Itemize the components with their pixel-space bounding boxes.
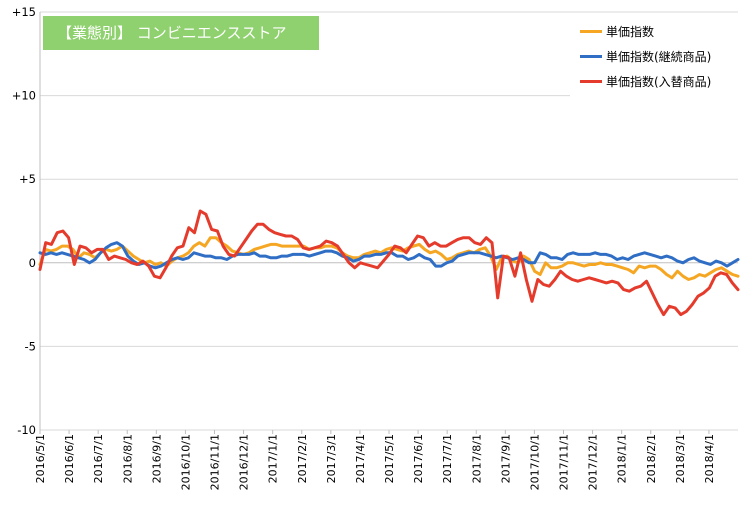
legend-label: 単価指数(入替商品) — [606, 74, 712, 89]
x-tick-label: 2016/7/1 — [92, 434, 105, 483]
x-tick-label: 2017/8/1 — [470, 434, 483, 483]
x-tick-label: 2016/6/1 — [63, 434, 76, 483]
x-tick-label: 2018/1/1 — [616, 434, 629, 483]
x-tick-label: 2017/12/1 — [587, 434, 600, 490]
x-tick-label: 2016/9/1 — [150, 434, 163, 483]
legend: 単価指数 単価指数(継続商品) 単価指数(入替商品) — [570, 16, 742, 98]
x-tick-label: 2017/11/1 — [558, 434, 571, 490]
legend-swatch-blue — [580, 54, 602, 58]
y-tick-label: -10 — [17, 423, 36, 437]
y-tick-label: -5 — [25, 339, 36, 353]
y-tick-label: 0 — [29, 256, 36, 270]
x-tick-label: 2016/5/1 — [34, 434, 47, 483]
x-tick-label: 2017/4/1 — [354, 434, 367, 483]
legend-label: 単価指数(継続商品) — [606, 49, 712, 64]
legend-item-continuing-products: 単価指数(継続商品) — [580, 47, 711, 65]
x-tick-label: 2017/10/1 — [528, 434, 541, 490]
legend-swatch-red — [580, 79, 602, 83]
x-tick-label: 2017/7/1 — [441, 434, 454, 483]
y-tick-label: +5 — [19, 172, 36, 186]
x-tick-label: 2017/2/1 — [296, 434, 309, 483]
x-tick-label: 2016/8/1 — [121, 434, 134, 483]
legend-item-replaced-products: 単価指数(入替商品) — [580, 72, 711, 90]
series-line-2 — [38, 209, 740, 317]
x-tick-label: 2018/3/1 — [674, 434, 687, 483]
x-tick-label: 2017/9/1 — [499, 434, 512, 483]
x-tick-label: 2017/6/1 — [412, 434, 425, 483]
x-tick-label: 2016/11/1 — [209, 434, 222, 490]
series-line-0 — [38, 236, 740, 281]
x-tick-label: 2016/10/1 — [179, 434, 192, 490]
x-tick-label: 2016/12/1 — [238, 434, 251, 490]
y-tick-label: +10 — [12, 89, 36, 103]
x-tick-label: 2018/2/1 — [645, 434, 658, 483]
x-tick-label: 2017/5/1 — [383, 434, 396, 483]
y-tick-label: +15 — [12, 5, 36, 19]
legend-label: 単価指数 — [606, 24, 655, 39]
x-tick-label: 2017/1/1 — [267, 434, 280, 483]
x-tick-label: 2018/4/1 — [703, 434, 716, 483]
x-tick-label: 2017/3/1 — [325, 434, 338, 483]
chart-title: 【業態別】 コンビニエンスストア — [43, 16, 319, 50]
legend-item-unit-price-index: 単価指数 — [580, 22, 654, 40]
legend-swatch-orange — [580, 29, 602, 33]
